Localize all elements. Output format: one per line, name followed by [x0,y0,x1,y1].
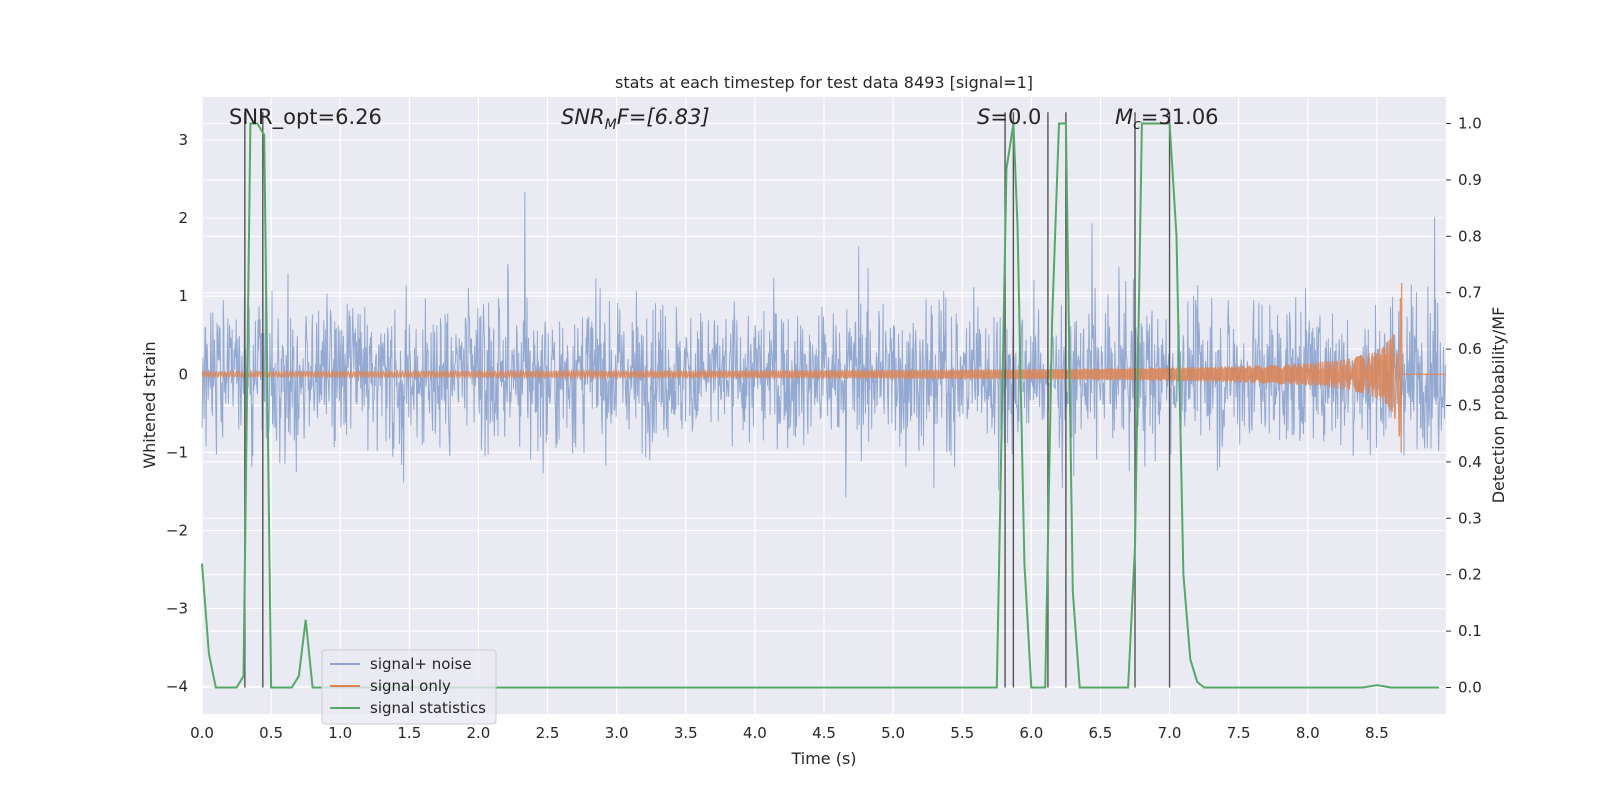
legend-label-noise: signal+ noise [370,655,472,673]
x-tick-label: 0.0 [190,724,214,742]
x-tick-label: 6.5 [1089,724,1113,742]
y-tick-label-right: 0.6 [1458,340,1482,358]
series-line-signal-only [201,282,1446,453]
tick-labels-layer: 0.0 0.5 1.0 1.5 2.0 2.5 3.0 3.5 4.0 4.5 5.0 5.5 6.0 6… [166,115,1482,742]
x-tick-label: 7.0 [1158,724,1182,742]
x-tick-label: 8.5 [1365,724,1389,742]
chart-title: stats at each timestep for test data 849… [615,73,1033,92]
y-tick-label-right: 0.1 [1458,622,1482,640]
x-tick-label: 4.5 [812,724,836,742]
y-tick-label-right: 0.2 [1458,566,1482,584]
y-tick-label-right: 0.5 [1458,397,1482,415]
x-tick-label: 1.5 [397,724,421,742]
y-tick-label-left: 0 [178,365,188,383]
x-tick-label: 7.5 [1227,724,1251,742]
x-tick-label: 0.5 [259,724,283,742]
y-tick-label-left: 2 [178,209,188,227]
y-axis-label-right: Detection probability/MF [1489,307,1508,504]
signal-series-layer [201,282,1446,453]
y-tick-label-right: 1.0 [1458,115,1482,133]
annotation-mc: Mc=31.06 [1115,105,1219,133]
y-tick-label-left: −3 [166,600,188,618]
legend-label-stats: signal statistics [370,699,486,717]
stats-series-layer [201,122,1440,689]
x-tick-label: 5.5 [950,724,974,742]
x-tick-label: 2.5 [536,724,560,742]
y-tick-label-left: 3 [178,131,188,149]
x-tick-label: 2.0 [467,724,491,742]
x-tick-label: 3.0 [605,724,629,742]
series-line-signal-statistics [201,122,1440,689]
annotation-snr-opt: SNR_opt=6.26 [229,105,382,130]
x-tick-label: 6.0 [1019,724,1043,742]
x-tick-label: 3.5 [674,724,698,742]
x-tick-label: 4.0 [743,724,767,742]
x-tick-label: 1.0 [328,724,352,742]
y-axis-label-left: Whitened strain [140,341,159,468]
y-tick-label-right: 0.9 [1458,171,1482,189]
x-tick-label: 5.0 [881,724,905,742]
grid-layer [201,97,1446,714]
y-tick-label-left: −4 [166,678,188,696]
y-tick-label-right: 0.0 [1458,678,1482,696]
y-tick-label-right: 0.7 [1458,284,1482,302]
y-tick-label-right: 0.8 [1458,227,1482,245]
legend: signal+ noise signal only signal statist… [321,649,497,725]
legend-box [321,649,497,725]
legend-label-signal: signal only [370,677,451,695]
y-tick-label-left: −2 [166,521,188,539]
y-tick-label-right: 0.4 [1458,453,1482,471]
y-tick-label-left: 1 [178,287,188,305]
annotation-s: S=0.0 [977,105,1041,129]
annotation-snr-mf: SNRMF=[6.83] [561,105,710,133]
x-axis-label: Time (s) [790,749,856,768]
x-tick-label: 8.0 [1296,724,1320,742]
y-tick-label-right: 0.3 [1458,509,1482,527]
y-tick-label-left: −1 [166,443,188,461]
